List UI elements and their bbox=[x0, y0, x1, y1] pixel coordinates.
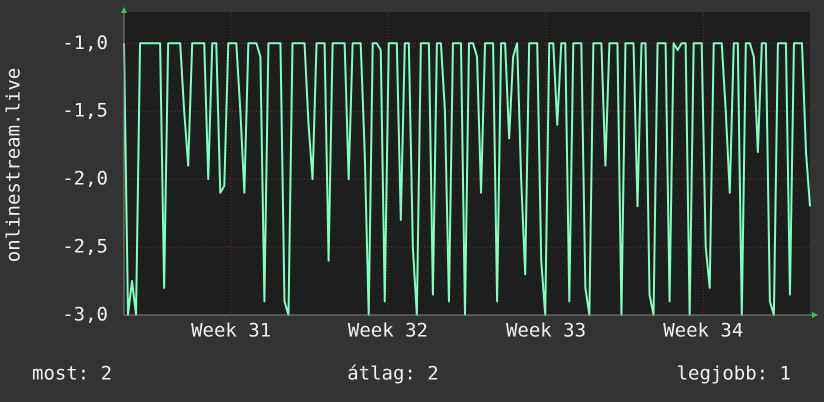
stat-best: legjobb: 1 bbox=[677, 363, 791, 385]
x-tick-label: Week 33 bbox=[506, 320, 586, 342]
y-tick-label: -1,0 bbox=[62, 32, 108, 54]
y-tick-label: -3,0 bbox=[62, 304, 108, 326]
y-tick-label: -1,5 bbox=[62, 100, 108, 122]
stat-current: most: 2 bbox=[32, 363, 112, 385]
x-tick-label: Week 31 bbox=[191, 320, 271, 342]
marks bbox=[123, 42, 811, 316]
x-tick-label: Week 34 bbox=[663, 320, 743, 342]
stat-average: átlag: 2 bbox=[347, 363, 439, 385]
y-arrow bbox=[121, 7, 127, 13]
y-tick-label: -2,0 bbox=[62, 168, 108, 190]
y-axis-label: onlinestream.live bbox=[3, 68, 25, 262]
x-tick-label: Week 32 bbox=[348, 320, 428, 342]
y-tick-label: -2,5 bbox=[62, 236, 108, 258]
x-arrow bbox=[812, 312, 818, 318]
series-line bbox=[123, 42, 811, 316]
